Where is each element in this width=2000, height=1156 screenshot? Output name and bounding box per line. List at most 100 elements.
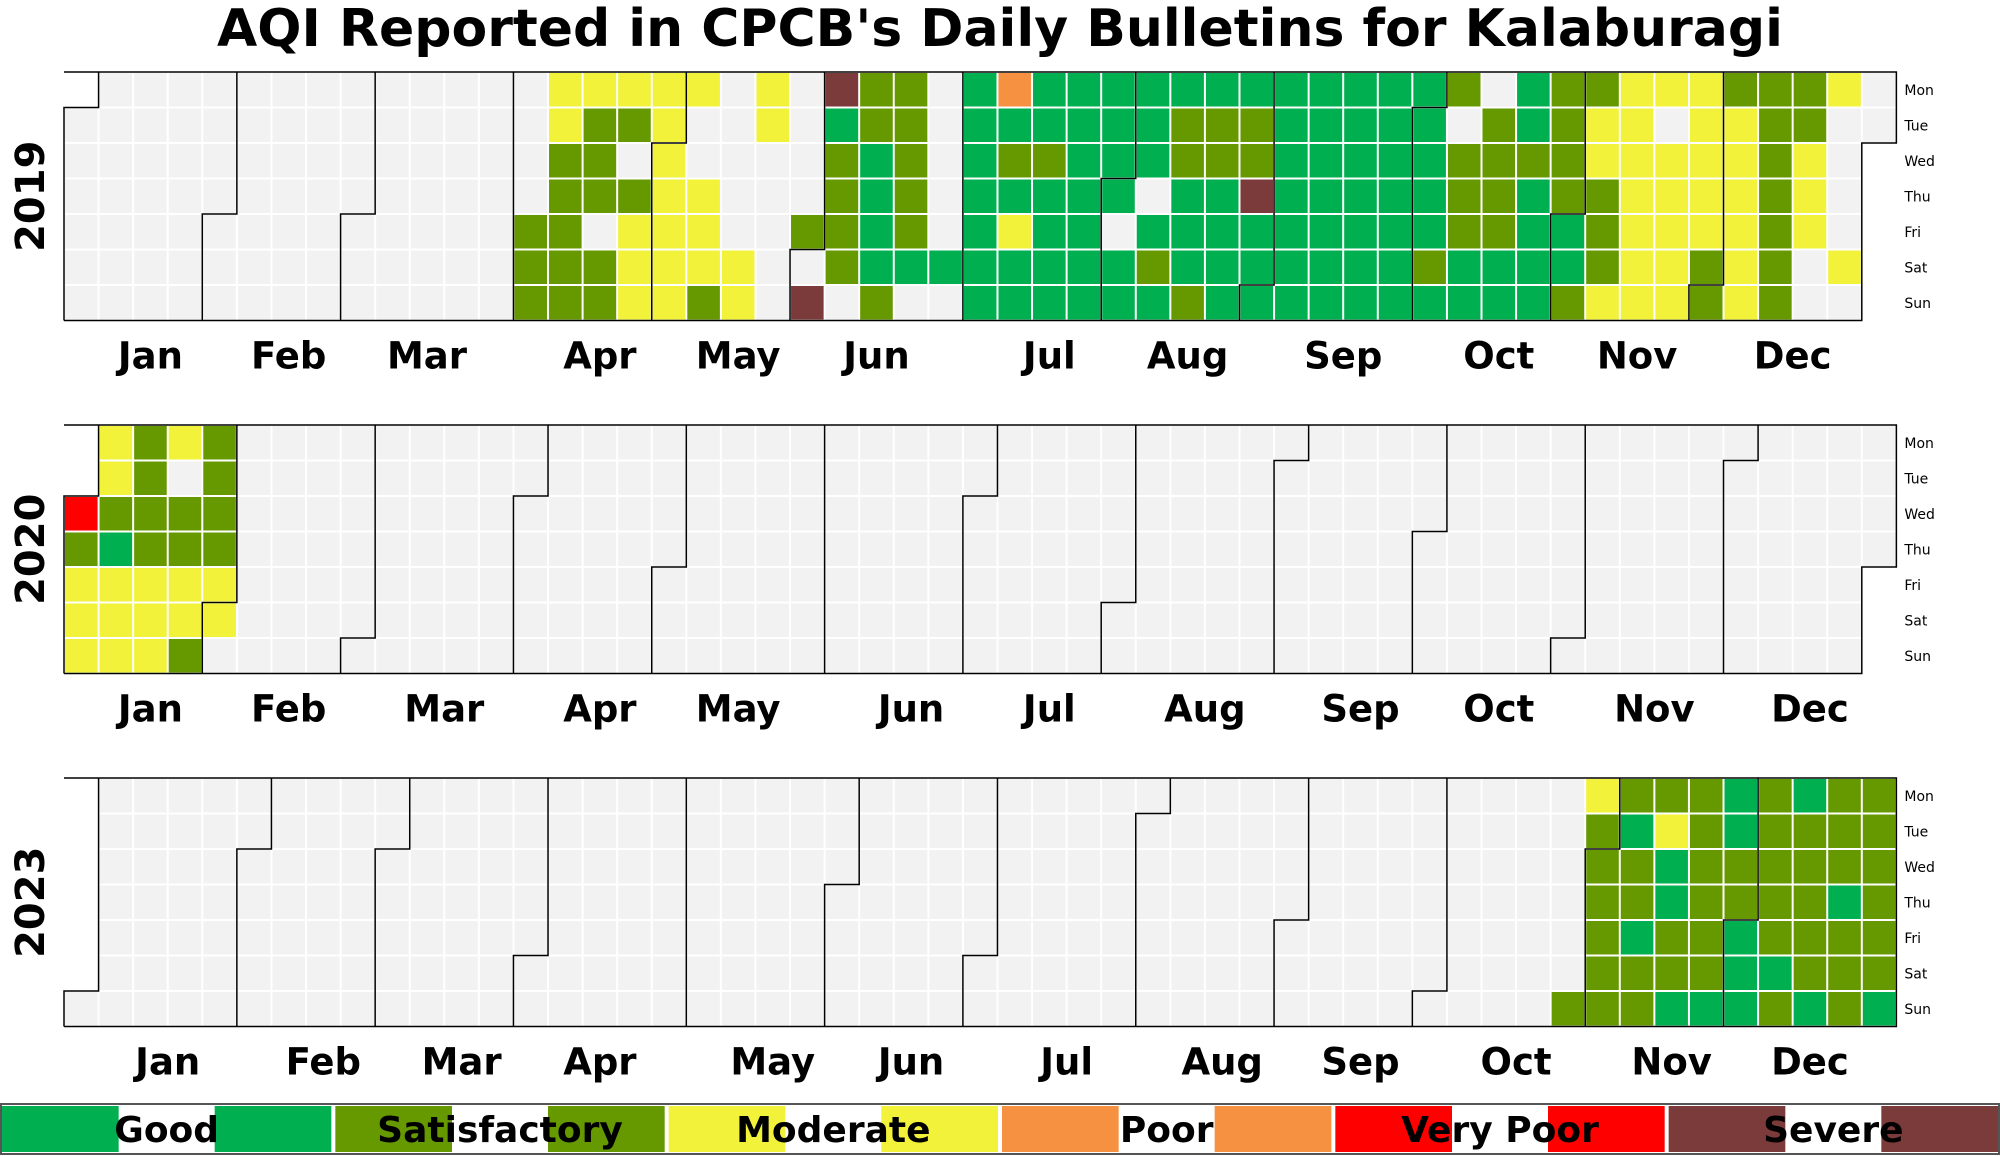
day-cell-empty	[1447, 779, 1481, 813]
day-cell-empty	[1033, 497, 1066, 531]
month-label: Oct	[1463, 688, 1534, 731]
day-cell	[963, 286, 997, 320]
day-cell	[99, 532, 133, 566]
day-cell	[1033, 108, 1066, 142]
day-cell	[1655, 286, 1688, 320]
day-cell	[618, 250, 651, 284]
day-cell-empty	[687, 426, 720, 460]
day-cell-empty	[583, 215, 617, 249]
day-cell	[963, 73, 997, 107]
day-cell-empty	[1828, 179, 1861, 213]
day-cell-empty	[825, 461, 859, 495]
day-cell-empty	[1171, 603, 1204, 637]
day-cell	[1309, 108, 1343, 142]
day-cell	[1413, 73, 1446, 107]
day-cell-empty	[341, 885, 375, 919]
day-cell-empty	[514, 568, 548, 602]
day-cell-empty	[479, 215, 513, 249]
month-label: Apr	[563, 688, 637, 731]
day-cell	[1724, 885, 1758, 919]
weekday-label: Mon	[1904, 436, 1934, 452]
day-cell-empty	[1309, 639, 1343, 673]
day-cell-empty	[1447, 603, 1481, 637]
day-cell	[1655, 956, 1688, 990]
legend-swatch	[668, 1106, 786, 1152]
day-cell-empty	[825, 956, 859, 990]
day-cell-empty	[99, 956, 133, 990]
day-cell	[1275, 215, 1308, 249]
day-cell	[1171, 179, 1204, 213]
day-cell-empty	[721, 639, 755, 673]
day-cell	[1033, 144, 1066, 178]
day-cell-empty	[894, 568, 928, 602]
day-cell-empty	[1551, 426, 1585, 460]
legend: Good Satisfactory Moderate Poor Very Poor Sev…	[0, 1103, 2000, 1155]
day-cell-empty	[1136, 426, 1170, 460]
day-cell-empty	[963, 639, 997, 673]
day-cell-empty	[307, 144, 340, 178]
day-cell-empty	[99, 921, 133, 955]
day-cell-empty	[894, 885, 928, 919]
day-cell-empty	[1793, 250, 1827, 284]
day-cell-empty	[1482, 639, 1516, 673]
day-cell-empty	[1862, 497, 1896, 531]
day-cell-empty	[1759, 603, 1792, 637]
day-cell-empty	[376, 885, 409, 919]
day-cell-empty	[721, 497, 755, 531]
day-cell-empty	[237, 108, 271, 142]
day-cell-empty	[1205, 568, 1239, 602]
day-cell-empty	[1517, 461, 1550, 495]
day-cell-empty	[963, 497, 997, 531]
day-cell-empty	[479, 568, 513, 602]
day-cell	[1102, 73, 1135, 107]
day-cell-empty	[1240, 992, 1274, 1026]
day-cell	[1344, 108, 1377, 142]
day-cell	[1033, 250, 1066, 284]
month-label: Jan	[115, 335, 183, 378]
day-cell-empty	[1136, 532, 1170, 566]
day-cell-empty	[1447, 108, 1481, 142]
day-cell-empty	[341, 461, 375, 495]
day-cell-empty	[1517, 814, 1550, 848]
day-cell-empty	[1033, 779, 1066, 813]
day-cell-empty	[1378, 568, 1412, 602]
day-cell-empty	[825, 532, 859, 566]
day-cell-empty	[756, 956, 790, 990]
day-cell	[1724, 779, 1758, 813]
weekday-label: Fri	[1904, 578, 1921, 594]
day-cell-empty	[99, 779, 133, 813]
month-label: Oct	[1481, 1041, 1552, 1084]
day-cell-empty	[168, 885, 202, 919]
day-cell-empty	[721, 532, 755, 566]
day-cell-empty	[1689, 603, 1723, 637]
day-cell-empty	[1240, 850, 1274, 884]
day-cell-empty	[307, 568, 340, 602]
day-cell-empty	[618, 992, 651, 1026]
day-cell-empty	[376, 532, 409, 566]
day-cell-empty	[1102, 215, 1135, 249]
day-cell-empty	[860, 779, 893, 813]
day-cell	[1517, 144, 1550, 178]
day-cell-empty	[687, 568, 720, 602]
day-cell-empty	[1689, 426, 1723, 460]
day-cell-empty	[929, 286, 962, 320]
day-cell	[1759, 179, 1792, 213]
day-cell-empty	[134, 956, 167, 990]
day-cell	[1828, 779, 1861, 813]
day-cell	[1724, 850, 1758, 884]
day-cell	[1862, 992, 1896, 1026]
day-cell	[1136, 215, 1170, 249]
day-cell-empty	[1724, 639, 1758, 673]
day-cell-empty	[756, 603, 790, 637]
day-cell-empty	[168, 850, 202, 884]
day-cell-empty	[618, 568, 651, 602]
day-cell	[1482, 286, 1516, 320]
day-cell-empty	[687, 603, 720, 637]
legend-swatch	[1668, 1106, 1786, 1152]
day-cell-empty	[376, 179, 409, 213]
day-cell	[1793, 814, 1827, 848]
day-cell-empty	[1620, 497, 1654, 531]
day-cell-empty	[549, 885, 582, 919]
day-cell-empty	[99, 250, 133, 284]
day-cell-empty	[756, 850, 790, 884]
